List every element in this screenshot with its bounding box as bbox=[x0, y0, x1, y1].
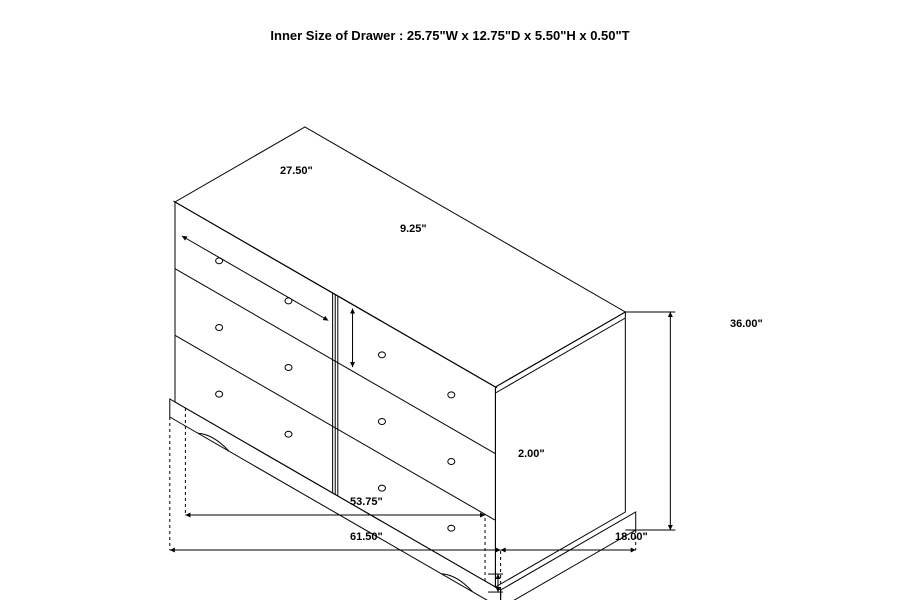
dim-depth: 18.00" bbox=[615, 531, 648, 543]
dim-drawer-height: 9.25" bbox=[400, 223, 427, 235]
dim-base-height: 2.00" bbox=[518, 448, 545, 460]
dim-drawer-span: 53.75" bbox=[350, 496, 383, 508]
dim-height: 36.00" bbox=[730, 318, 763, 330]
diagram-container: 27.50" 9.25" 36.00" 2.00" 53.75" 61.50" … bbox=[0, 60, 900, 600]
diagram-title: Inner Size of Drawer : 25.75"W x 12.75"D… bbox=[270, 28, 629, 43]
dim-drawer-width: 27.50" bbox=[280, 165, 313, 177]
dresser-diagram bbox=[0, 60, 900, 600]
dim-width: 61.50" bbox=[350, 531, 383, 543]
